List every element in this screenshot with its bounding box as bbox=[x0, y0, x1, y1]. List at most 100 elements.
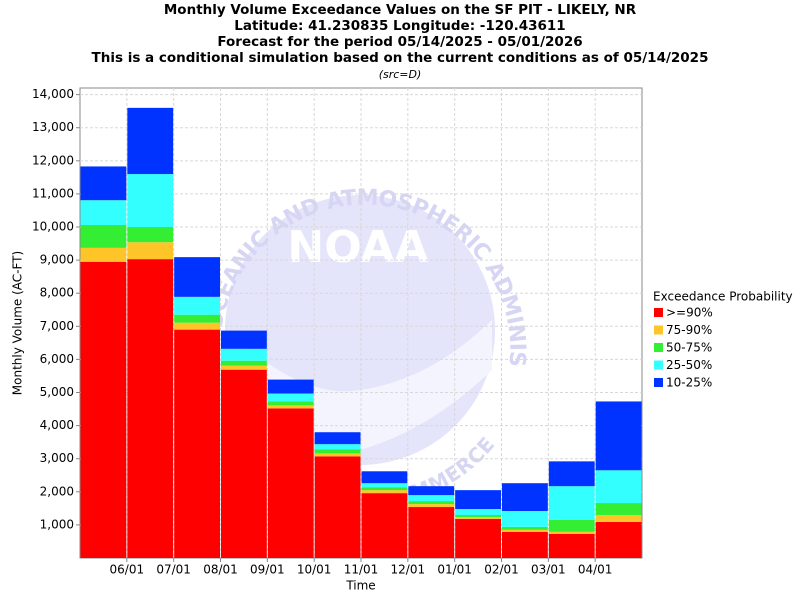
y-tick-label: 3,000 bbox=[40, 451, 74, 465]
bar-segment bbox=[455, 509, 501, 515]
legend-label: >=90% bbox=[666, 306, 713, 320]
bar-segment bbox=[80, 200, 127, 226]
bar-segment bbox=[595, 401, 642, 471]
legend-swatch bbox=[654, 308, 663, 317]
chart-title: Latitude: 41.230835 Longitude: -120.4361… bbox=[234, 18, 565, 34]
bar-segment bbox=[595, 470, 642, 504]
bar-segment bbox=[221, 348, 267, 361]
bar-segment bbox=[174, 257, 220, 297]
y-tick-label: 4,000 bbox=[40, 418, 74, 432]
legend-label: 10-25% bbox=[666, 376, 712, 390]
chart-title: This is a conditional simulation based o… bbox=[92, 50, 709, 66]
bar-segment bbox=[361, 493, 408, 558]
x-axis-label: Time bbox=[345, 579, 375, 593]
watermark-logo: NOAA bbox=[287, 222, 428, 273]
y-tick-label: 6,000 bbox=[40, 352, 74, 366]
x-tick-label: 01/01 bbox=[437, 563, 472, 577]
bar-segment bbox=[127, 227, 174, 243]
bar-segment bbox=[314, 432, 361, 445]
legend-swatch bbox=[654, 360, 663, 370]
bar-segment bbox=[361, 490, 408, 494]
bar-segment bbox=[127, 259, 174, 558]
y-tick-label: 8,000 bbox=[40, 286, 74, 300]
bar-segment bbox=[127, 107, 174, 175]
bar-segment bbox=[548, 486, 595, 520]
bar-segment bbox=[455, 516, 501, 519]
y-tick-label: 5,000 bbox=[40, 385, 74, 399]
bar-segment bbox=[595, 503, 642, 515]
bar-segment bbox=[408, 507, 455, 558]
bar-segment bbox=[267, 401, 314, 406]
bar-segment bbox=[174, 322, 220, 330]
bar-segment bbox=[408, 486, 455, 496]
bar-segment bbox=[80, 166, 127, 201]
bar-segment bbox=[361, 471, 408, 484]
bar-segment bbox=[80, 261, 127, 558]
bar-segment bbox=[361, 483, 408, 488]
bar-segment bbox=[314, 449, 361, 454]
bar-segment bbox=[548, 519, 595, 532]
bar-segment bbox=[80, 247, 127, 262]
bar-segment bbox=[174, 329, 220, 558]
legend-swatch bbox=[654, 378, 663, 387]
y-tick-label: 1,000 bbox=[40, 517, 74, 531]
legend-swatch bbox=[654, 343, 663, 352]
bar-segment bbox=[548, 461, 595, 487]
legend-label: 75-90% bbox=[666, 323, 712, 337]
bar-segment bbox=[455, 514, 501, 517]
bar-segment bbox=[221, 330, 267, 349]
bar-segment bbox=[267, 408, 314, 558]
x-tick-label: 11/01 bbox=[344, 563, 379, 577]
bar-segment bbox=[502, 526, 548, 530]
x-tick-label: 10/01 bbox=[297, 563, 332, 577]
bar-segment bbox=[548, 531, 595, 534]
x-tick-label: 09/01 bbox=[250, 563, 285, 577]
bar-segment bbox=[595, 514, 642, 522]
x-tick-label: 04/01 bbox=[578, 563, 613, 577]
bar-segment bbox=[314, 444, 361, 450]
bar-segment bbox=[455, 490, 501, 510]
bar-segment bbox=[595, 521, 642, 558]
bar-segment bbox=[174, 296, 220, 315]
x-tick-label: 03/01 bbox=[531, 563, 566, 577]
y-tick-label: 13,000 bbox=[32, 120, 74, 134]
y-tick-label: 10,000 bbox=[32, 220, 74, 234]
y-tick-label: 11,000 bbox=[32, 186, 74, 200]
legend-label: 25-50% bbox=[666, 358, 712, 372]
bar-segment bbox=[221, 365, 267, 370]
bar-segment bbox=[221, 369, 267, 558]
bar-segment bbox=[502, 531, 548, 558]
bar-segment bbox=[80, 225, 127, 248]
legend-label: 50-75% bbox=[666, 341, 712, 355]
y-axis-label: Monthly Volume (AC-FT) bbox=[11, 251, 25, 395]
y-tick-label: 9,000 bbox=[40, 253, 74, 267]
bar-segment bbox=[267, 393, 314, 402]
bar-segment bbox=[267, 379, 314, 394]
chart-subtitle: (src=D) bbox=[379, 68, 422, 81]
y-tick-label: 12,000 bbox=[32, 153, 74, 167]
bar-segment bbox=[174, 314, 220, 323]
bar-segment bbox=[221, 360, 267, 366]
bar-segment bbox=[361, 487, 408, 491]
y-tick-label: 2,000 bbox=[40, 484, 74, 498]
bar-segment bbox=[548, 533, 595, 558]
bar-segment bbox=[408, 501, 455, 505]
x-tick-label: 07/01 bbox=[156, 563, 191, 577]
bar-segment bbox=[127, 174, 174, 228]
bar-segment bbox=[408, 495, 455, 502]
bar-segment bbox=[502, 511, 548, 527]
y-tick-label: 14,000 bbox=[32, 87, 74, 101]
bar-segment bbox=[408, 504, 455, 508]
bar-segment bbox=[502, 483, 548, 511]
bar-segment bbox=[314, 456, 361, 558]
x-tick-label: 08/01 bbox=[203, 563, 238, 577]
legend-swatch bbox=[654, 325, 663, 335]
x-tick-label: 06/01 bbox=[110, 563, 145, 577]
y-tick-label: 7,000 bbox=[40, 319, 74, 333]
bar-segment bbox=[267, 405, 314, 409]
legend-title: Exceedance Probability bbox=[653, 290, 793, 304]
bar-segment bbox=[502, 529, 548, 532]
bar-segment bbox=[127, 242, 174, 260]
x-tick-label: 12/01 bbox=[391, 563, 426, 577]
